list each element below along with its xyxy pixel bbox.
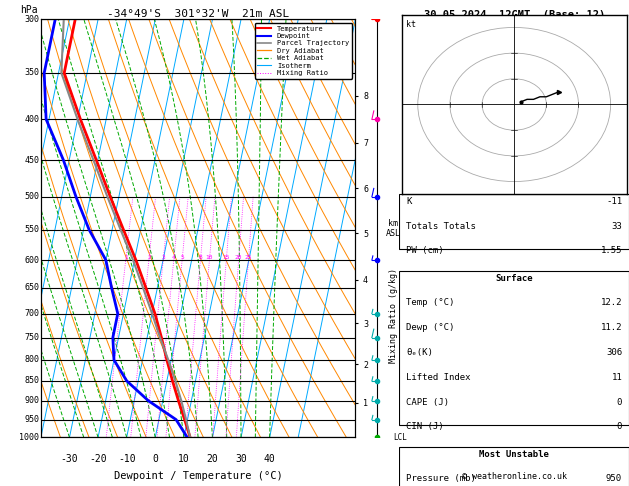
Text: CIN (J): CIN (J) [406, 422, 444, 432]
Y-axis label: km
ASL: km ASL [386, 219, 401, 238]
Text: -30: -30 [60, 454, 78, 464]
Text: 500: 500 [25, 192, 39, 201]
Text: Mixing Ratio (g/kg): Mixing Ratio (g/kg) [389, 268, 398, 364]
Bar [399, 447, 629, 486]
Text: 11.2: 11.2 [601, 323, 622, 332]
Text: 20: 20 [206, 454, 218, 464]
Text: 0: 0 [617, 398, 622, 407]
Title: -34°49'S  301°32'W  21m ASL: -34°49'S 301°32'W 21m ASL [107, 9, 289, 18]
Text: 0: 0 [617, 422, 622, 432]
Text: 10: 10 [178, 454, 190, 464]
Text: 11: 11 [611, 373, 622, 382]
Text: CAPE (J): CAPE (J) [406, 398, 449, 407]
Text: 33: 33 [611, 222, 622, 231]
Text: 600: 600 [25, 256, 39, 264]
Text: 15: 15 [223, 255, 230, 260]
Text: -10: -10 [118, 454, 135, 464]
Text: 950: 950 [25, 415, 39, 424]
Text: 550: 550 [25, 226, 39, 234]
Text: Totals Totals: Totals Totals [406, 222, 476, 231]
Text: 1000: 1000 [19, 433, 39, 442]
Text: 0: 0 [152, 454, 158, 464]
Text: 30: 30 [235, 454, 247, 464]
Text: 306: 306 [606, 348, 622, 357]
Text: Pressure (mb): Pressure (mb) [406, 474, 476, 484]
Text: 25: 25 [245, 255, 252, 260]
Text: Temp (°C): Temp (°C) [406, 298, 455, 308]
Text: 12.2: 12.2 [601, 298, 622, 308]
Text: 400: 400 [25, 115, 39, 124]
Text: Dewp (°C): Dewp (°C) [406, 323, 455, 332]
Text: Surface: Surface [496, 274, 533, 283]
Text: 450: 450 [25, 156, 39, 165]
Text: 10: 10 [206, 255, 213, 260]
Text: 20: 20 [235, 255, 242, 260]
Text: 350: 350 [25, 69, 39, 77]
Text: 1: 1 [124, 255, 128, 260]
Text: 800: 800 [25, 355, 39, 364]
Text: 750: 750 [25, 333, 39, 342]
Text: 1.55: 1.55 [601, 246, 622, 256]
Text: 300: 300 [25, 15, 39, 24]
Text: © weatheronline.co.uk: © weatheronline.co.uk [462, 472, 567, 481]
Text: 950: 950 [606, 474, 622, 484]
Text: θₑ(K): θₑ(K) [406, 348, 433, 357]
Text: 650: 650 [25, 283, 39, 293]
Text: hPa: hPa [20, 5, 38, 15]
Bar [399, 271, 629, 425]
Text: Dewpoint / Temperature (°C): Dewpoint / Temperature (°C) [114, 471, 282, 481]
Text: 4: 4 [172, 255, 175, 260]
Text: 2: 2 [147, 255, 151, 260]
Bar [399, 194, 629, 249]
Text: K: K [406, 197, 411, 206]
Text: 30.05.2024  12GMT  (Base: 12): 30.05.2024 12GMT (Base: 12) [423, 10, 605, 20]
Legend: Temperature, Dewpoint, Parcel Trajectory, Dry Adiabat, Wet Adiabat, Isotherm, Mi: Temperature, Dewpoint, Parcel Trajectory… [255, 23, 352, 79]
Text: 700: 700 [25, 309, 39, 318]
Text: Most Unstable: Most Unstable [479, 450, 549, 459]
Text: Lifted Index: Lifted Index [406, 373, 470, 382]
Text: -11: -11 [606, 197, 622, 206]
Text: PW (cm): PW (cm) [406, 246, 444, 256]
Text: -20: -20 [89, 454, 107, 464]
Text: 40: 40 [264, 454, 276, 464]
Text: LCL: LCL [393, 433, 407, 442]
Text: 3: 3 [161, 255, 165, 260]
Text: 850: 850 [25, 377, 39, 385]
Text: 8: 8 [199, 255, 203, 260]
Text: 5: 5 [181, 255, 184, 260]
Text: 900: 900 [25, 396, 39, 405]
